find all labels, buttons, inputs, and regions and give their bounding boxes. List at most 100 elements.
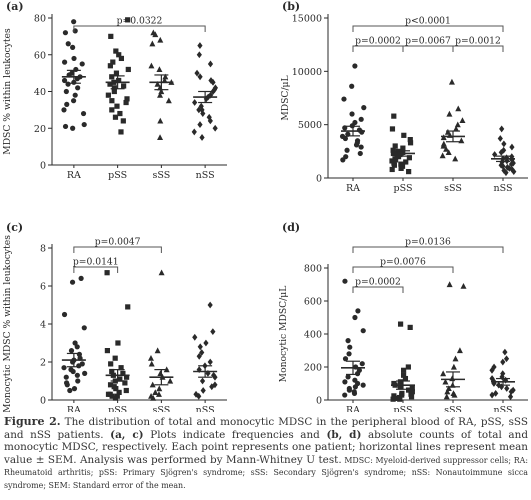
data-point	[149, 381, 156, 388]
data-point	[65, 41, 71, 47]
data-point	[508, 160, 515, 168]
data-point	[509, 166, 515, 173]
p-value-label: p=0.0047	[95, 237, 141, 248]
data-point	[117, 110, 123, 117]
x-tick-label: pSS	[108, 170, 127, 181]
data-point	[450, 363, 457, 370]
data-point	[503, 355, 510, 363]
data-point	[501, 146, 507, 154]
data-point	[452, 155, 459, 162]
data-point	[439, 152, 446, 159]
data-point	[108, 361, 114, 367]
y-tick-label: 15000	[292, 14, 322, 25]
data-point	[442, 378, 449, 385]
data-point	[148, 62, 155, 69]
data-point	[349, 83, 355, 89]
data-point	[78, 275, 84, 281]
data-point	[351, 390, 358, 396]
data-point	[79, 61, 85, 67]
data-point	[116, 52, 122, 58]
data-point	[104, 270, 110, 276]
y-tick-label: 60	[34, 50, 46, 61]
data-point	[206, 113, 212, 121]
data-point	[62, 30, 69, 36]
data-point	[498, 161, 504, 169]
data-point	[208, 77, 214, 84]
data-point	[63, 88, 69, 95]
data-point	[397, 321, 404, 327]
caption-ref-bd: (b, d)	[326, 428, 362, 441]
data-point	[154, 347, 161, 354]
y-tick-label: 20	[34, 124, 46, 135]
data-point	[105, 92, 111, 98]
data-point	[64, 382, 70, 388]
data-point	[210, 328, 216, 335]
data-point	[500, 370, 506, 377]
data-point	[114, 103, 120, 109]
data-point	[112, 355, 118, 361]
data-point	[407, 140, 414, 146]
data-point	[110, 59, 116, 65]
data-point	[111, 88, 117, 95]
data-point	[212, 124, 218, 132]
data-point	[197, 42, 203, 49]
x-tick-label: pSS	[394, 183, 413, 194]
data-point	[123, 99, 129, 106]
data-point	[510, 159, 516, 167]
data-point	[456, 347, 463, 354]
data-point	[69, 279, 76, 285]
data-point	[125, 66, 131, 73]
data-point	[117, 376, 123, 382]
data-point	[207, 117, 213, 125]
data-point	[501, 167, 507, 174]
data-point	[405, 387, 412, 393]
data-point	[74, 372, 80, 378]
data-point	[407, 324, 413, 330]
data-point	[510, 386, 516, 394]
data-point	[199, 377, 206, 385]
data-point	[449, 375, 456, 382]
data-point	[459, 117, 466, 123]
chart-panel: (c) 0 2 4 6 8 Monocytic MDSC % within leukocyt…	[2, 221, 227, 412]
data-point	[211, 86, 218, 94]
data-point	[75, 85, 81, 91]
significance-bracket	[352, 246, 504, 253]
data-point	[397, 379, 404, 385]
data-point	[499, 125, 505, 133]
data-point	[107, 81, 113, 87]
data-point	[508, 388, 514, 396]
data-point	[152, 31, 159, 38]
data-point	[109, 98, 115, 104]
data-point	[109, 74, 115, 80]
x-tick-label: nSS	[196, 170, 215, 181]
data-point	[118, 55, 125, 62]
data-point	[157, 117, 164, 124]
caption-main: Figure 2. The distribution of total and …	[4, 415, 528, 492]
data-point	[346, 387, 352, 393]
data-point	[440, 142, 447, 149]
data-point	[124, 96, 130, 102]
data-point	[71, 55, 77, 62]
data-point	[406, 155, 412, 161]
data-point	[491, 363, 497, 371]
data-point	[61, 365, 67, 371]
data-point	[390, 147, 396, 153]
data-point	[65, 81, 71, 87]
data-point	[200, 110, 206, 117]
data-point	[345, 338, 351, 344]
p-value-label: p=0.0136	[405, 237, 451, 248]
p-value-label: p=0.0076	[380, 257, 426, 268]
data-point	[446, 110, 453, 117]
data-point	[504, 163, 511, 171]
data-point	[109, 393, 115, 399]
data-point	[113, 386, 119, 392]
panel-label: (c)	[6, 221, 23, 234]
data-point	[352, 63, 358, 69]
significance-bracket	[352, 45, 404, 52]
data-point	[150, 394, 157, 401]
data-point	[401, 367, 407, 373]
data-point	[70, 125, 76, 131]
significance-bracket	[73, 266, 119, 273]
chart-panel: (d) 0 200 400 600 800 Monocytic MDSC/μL RA pSS sS…	[278, 221, 528, 412]
data-point	[500, 358, 506, 366]
